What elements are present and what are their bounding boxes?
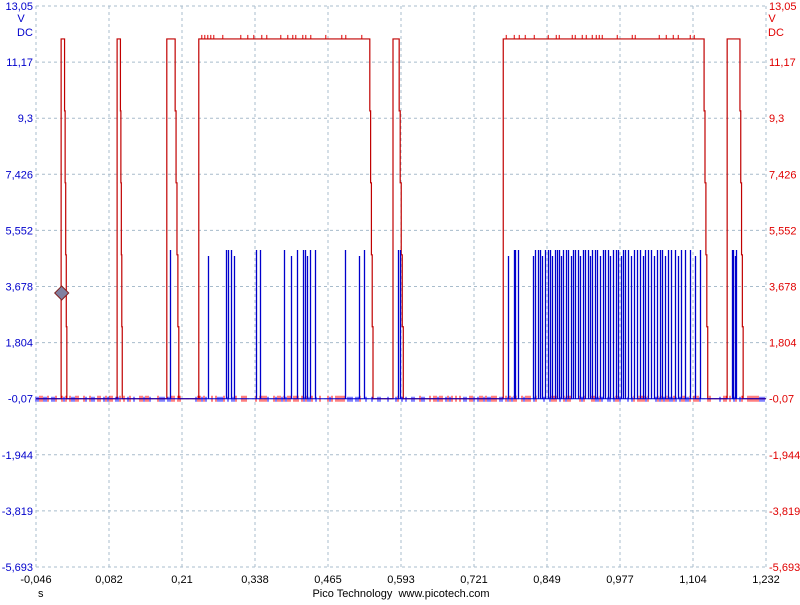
right-unit: V (768, 13, 776, 25)
axes: 13,05 13,05 11,17 11,17 9,3 9,3 7,426 7,426 5,55… (2, 1, 800, 586)
y-tick-label-right: -1,944 (769, 450, 800, 462)
y-tick-label-right: -5,693 (769, 562, 800, 574)
y-tick-label-right: 11,17 (769, 57, 796, 69)
y-tick-label-left: -5,693 (2, 562, 33, 574)
x-tick-label: 1,104 (679, 574, 707, 586)
x-tick-label: 0,721 (460, 574, 488, 586)
y-tick-label-left: -3,819 (2, 506, 33, 518)
left-coupling: DC (17, 27, 33, 39)
x-unit: s (38, 588, 44, 600)
y-tick-label-left: 13,05 (5, 1, 33, 13)
x-tick-label: 0,082 (95, 574, 123, 586)
y-tick-label-left: 3,678 (5, 282, 33, 294)
footer: Pico Technology www.picotech.com (312, 588, 489, 600)
y-tick-label-right: -3,819 (769, 506, 800, 518)
y-tick-label-left: 9,3 (18, 113, 33, 125)
y-tick-label-left: 7,426 (5, 169, 33, 181)
y-tick-label-left: 1,804 (5, 338, 33, 350)
y-tick-label-right: 1,804 (769, 338, 797, 350)
y-tick-label-right: 3,678 (769, 282, 797, 294)
x-tick-label: 0,593 (387, 574, 415, 586)
y-tick-label-left: -1,944 (2, 450, 33, 462)
x-tick-label: 0,21 (171, 574, 192, 586)
x-tick-label: 0,849 (533, 574, 561, 586)
red-trace (36, 38, 766, 400)
y-tick-label-left: 5,552 (5, 225, 33, 237)
left-unit: V (17, 13, 25, 25)
traces (35, 34, 766, 402)
y-tick-label-left: 11,17 (6, 57, 33, 69)
trigger-marker-icon (53, 285, 70, 301)
y-tick-label-right: 13,05 (769, 1, 797, 13)
x-tick-label: 0,977 (606, 574, 634, 586)
y-tick-label-left: -0,07 (8, 394, 33, 406)
y-tick-label-right: -0,07 (769, 394, 794, 406)
y-tick-label-right: 7,426 (769, 169, 797, 181)
y-tick-label-right: 9,3 (769, 113, 784, 125)
y-tick-label-right: 5,552 (769, 225, 797, 237)
x-tick-label: 0,338 (241, 574, 269, 586)
x-tick-label: -0,046 (20, 574, 51, 586)
right-coupling: DC (768, 27, 784, 39)
x-tick-label: 0,465 (314, 574, 342, 586)
x-tick-label: 1,232 (752, 574, 780, 586)
